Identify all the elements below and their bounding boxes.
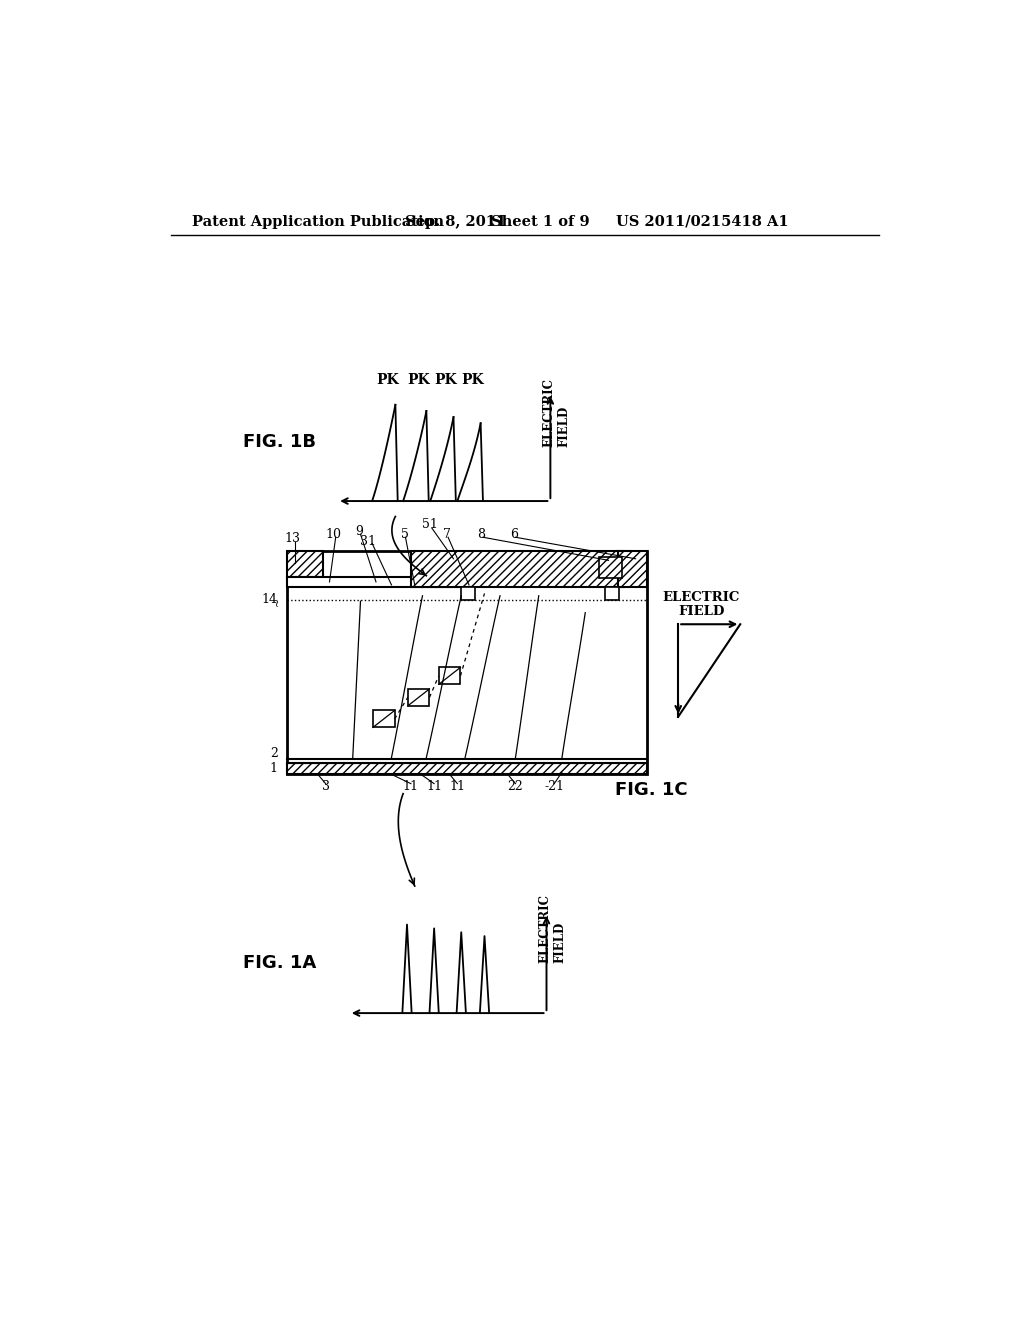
Text: Sheet 1 of 9: Sheet 1 of 9 [490, 215, 590, 228]
Text: PK: PK [462, 374, 484, 387]
Text: 31: 31 [360, 535, 376, 548]
Text: ELECTRIC: ELECTRIC [663, 591, 740, 603]
Bar [599, 557, 623, 578]
Bar [287, 552, 324, 577]
Text: FIG. 1B: FIG. 1B [243, 433, 315, 450]
Text: 22: 22 [508, 780, 523, 793]
Text: 8: 8 [476, 528, 484, 541]
Text: -21: -21 [544, 780, 564, 793]
Bar [617, 552, 647, 587]
Bar [461, 587, 475, 599]
Text: 10: 10 [326, 528, 341, 541]
Text: 11: 11 [450, 780, 465, 793]
Text: FIG. 1C: FIG. 1C [614, 781, 687, 799]
Text: PK: PK [434, 374, 457, 387]
Text: ELECTRIC
FIELD: ELECTRIC FIELD [539, 894, 566, 964]
Bar [411, 552, 624, 587]
Text: 5: 5 [400, 528, 409, 541]
Bar [287, 552, 647, 775]
Text: 14: 14 [261, 593, 278, 606]
Bar [287, 763, 647, 775]
Bar [287, 552, 324, 577]
Text: Patent Application Publication: Patent Application Publication [191, 215, 443, 228]
Text: 2: 2 [269, 747, 278, 760]
Text: 11: 11 [426, 780, 442, 793]
Bar [373, 710, 394, 727]
Bar [617, 552, 647, 587]
Text: 1: 1 [269, 762, 278, 775]
Text: FIELD: FIELD [678, 605, 725, 618]
Bar [438, 668, 461, 684]
Text: 11: 11 [402, 780, 419, 793]
Text: 13: 13 [285, 532, 300, 545]
Bar [605, 587, 620, 599]
Text: 9: 9 [355, 524, 362, 537]
Bar [287, 763, 647, 775]
Text: US 2011/0215418 A1: US 2011/0215418 A1 [616, 215, 788, 228]
Bar [411, 552, 624, 587]
Text: ~: ~ [273, 597, 283, 606]
Text: FIG. 1A: FIG. 1A [243, 954, 316, 972]
Text: 51: 51 [422, 519, 438, 532]
Bar [287, 577, 461, 587]
Text: 6: 6 [510, 528, 518, 541]
Text: 7: 7 [443, 528, 452, 541]
Text: PK: PK [408, 374, 430, 387]
Text: Sep. 8, 2011: Sep. 8, 2011 [406, 215, 507, 228]
Text: ELECTRIC
FIELD: ELECTRIC FIELD [543, 378, 570, 447]
Text: 3: 3 [322, 780, 330, 793]
Bar [599, 557, 623, 578]
Bar [408, 689, 429, 706]
Text: PK: PK [376, 374, 399, 387]
